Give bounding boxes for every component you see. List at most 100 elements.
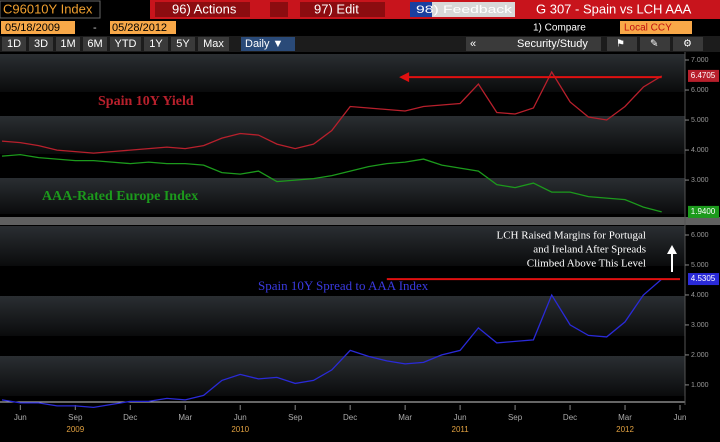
year-label: 2012 [616,425,634,434]
frequency-box[interactable] [241,37,295,51]
range-button[interactable] [2,37,26,51]
menu-button[interactable] [410,2,515,17]
page-title: G 307 - Spain vs LCH AAA [536,1,692,16]
range-label[interactable]: YTD [115,38,137,50]
date-input[interactable] [1,21,75,34]
y-tick-label: 3.000 [691,322,709,329]
series-annotation: AAA-Rated Europe Index [42,189,198,204]
series-line [1,278,663,409]
panel-band [0,178,685,214]
frequency[interactable]: Daily ▼ [245,38,283,50]
icon-button[interactable] [673,37,703,51]
last-value-label: 1.9400 [691,207,716,216]
range-label[interactable]: 1D [7,38,21,50]
y-tick-label: 2.000 [691,352,709,359]
x-tick-label: Mar [398,413,412,422]
y-tick-label: 6.000 [691,232,709,239]
menu-arrow [270,2,288,17]
study-button[interactable]: Security/Study [517,38,588,50]
panel-divider [0,217,720,225]
study-box[interactable] [466,37,601,51]
start-date[interactable]: 05/18/2009 [5,22,60,34]
panel-band [0,54,685,92]
y-tick-label: 4.000 [691,147,709,154]
annotation: and Ireland After Spreads [533,244,646,256]
menu-item[interactable]: 98) Feedback [416,4,513,16]
y-tick-label: 4.000 [691,292,709,299]
series-annotation: Spain 10Y Yield [98,94,194,109]
x-tick-label: Mar [178,413,192,422]
x-tick-label: Dec [123,413,137,422]
menu-icon [410,2,432,17]
icon[interactable]: ⚙ [683,39,692,50]
x-tick-label: Jun [674,413,687,422]
ticker-box [0,0,101,19]
last-value-box [688,205,719,218]
x-tick-label: Jun [14,413,27,422]
panel-band [0,296,685,336]
x-tick-label: Dec [563,413,577,422]
last-value-box [688,69,719,82]
menu-item[interactable]: 96) Actions [172,1,237,16]
icon[interactable]: ✎ [650,39,658,50]
x-tick-label: Mar [618,413,632,422]
range-button[interactable] [110,37,141,51]
menu-item[interactable]: 97) Edit [314,1,359,16]
range-button[interactable] [83,37,107,51]
x-tick-label: Jun [454,413,467,422]
panel-band [0,116,685,154]
x-tick-label: Sep [68,413,83,422]
compare-button[interactable]: 1) Compare [533,23,586,34]
menu-button[interactable] [300,2,385,17]
series-line [1,153,662,213]
collapse-button[interactable]: « [470,38,476,50]
range-button[interactable] [171,37,195,51]
last-value-box [688,273,719,286]
range-button[interactable] [29,37,53,51]
reference-arrowhead [399,72,410,83]
date-input[interactable] [110,21,176,34]
annotation: Climbed Above This Level [527,258,646,270]
x-tick-label: Jun [234,413,247,422]
y-tick-label: 7.000 [691,57,709,64]
year-label: 2009 [66,425,84,434]
range-button[interactable] [144,37,168,51]
annotation: LCH Raised Margins for Portugal [496,230,646,242]
range-label[interactable]: Max [203,38,224,50]
y-tick-label: 5.000 [691,262,709,269]
icon-button[interactable] [607,37,637,51]
end-date[interactable]: 05/28/2012 [112,22,167,34]
range-label[interactable]: 1M [60,38,75,50]
range-label[interactable]: 3D [34,38,48,50]
range-label[interactable]: 6M [87,38,102,50]
y-tick-label: 1.000 [691,382,709,389]
range-label[interactable]: 1Y [149,38,163,50]
ticker[interactable]: C96010Y Index [3,1,93,16]
x-tick-label: Sep [508,413,523,422]
currency[interactable]: Local CCY [624,23,672,34]
year-label: 2011 [452,425,470,434]
range-label[interactable]: 5Y [176,38,190,50]
annotation-arrowhead [667,245,677,254]
icon-button[interactable] [640,37,670,51]
panel-band [0,226,685,266]
series-annotation: Spain 10Y Spread to AAA Index [258,278,429,293]
date-separator: - [93,22,97,34]
icon[interactable]: ⚑ [616,39,625,50]
range-button[interactable] [198,37,229,51]
panel-band [0,356,685,396]
year-label: 2010 [231,425,249,434]
y-tick-label: 6.000 [691,87,709,94]
last-value-label: 4.5305 [691,274,716,283]
x-tick-label: Sep [288,413,303,422]
currency-box[interactable] [620,21,692,34]
series-line [1,70,663,154]
last-value-label: 6.4705 [691,71,716,80]
y-tick-label: 5.000 [691,117,709,124]
y-tick-label: 3.000 [691,177,709,184]
x-tick-label: Dec [343,413,357,422]
menu-button[interactable] [155,2,250,17]
range-button[interactable] [56,37,80,51]
